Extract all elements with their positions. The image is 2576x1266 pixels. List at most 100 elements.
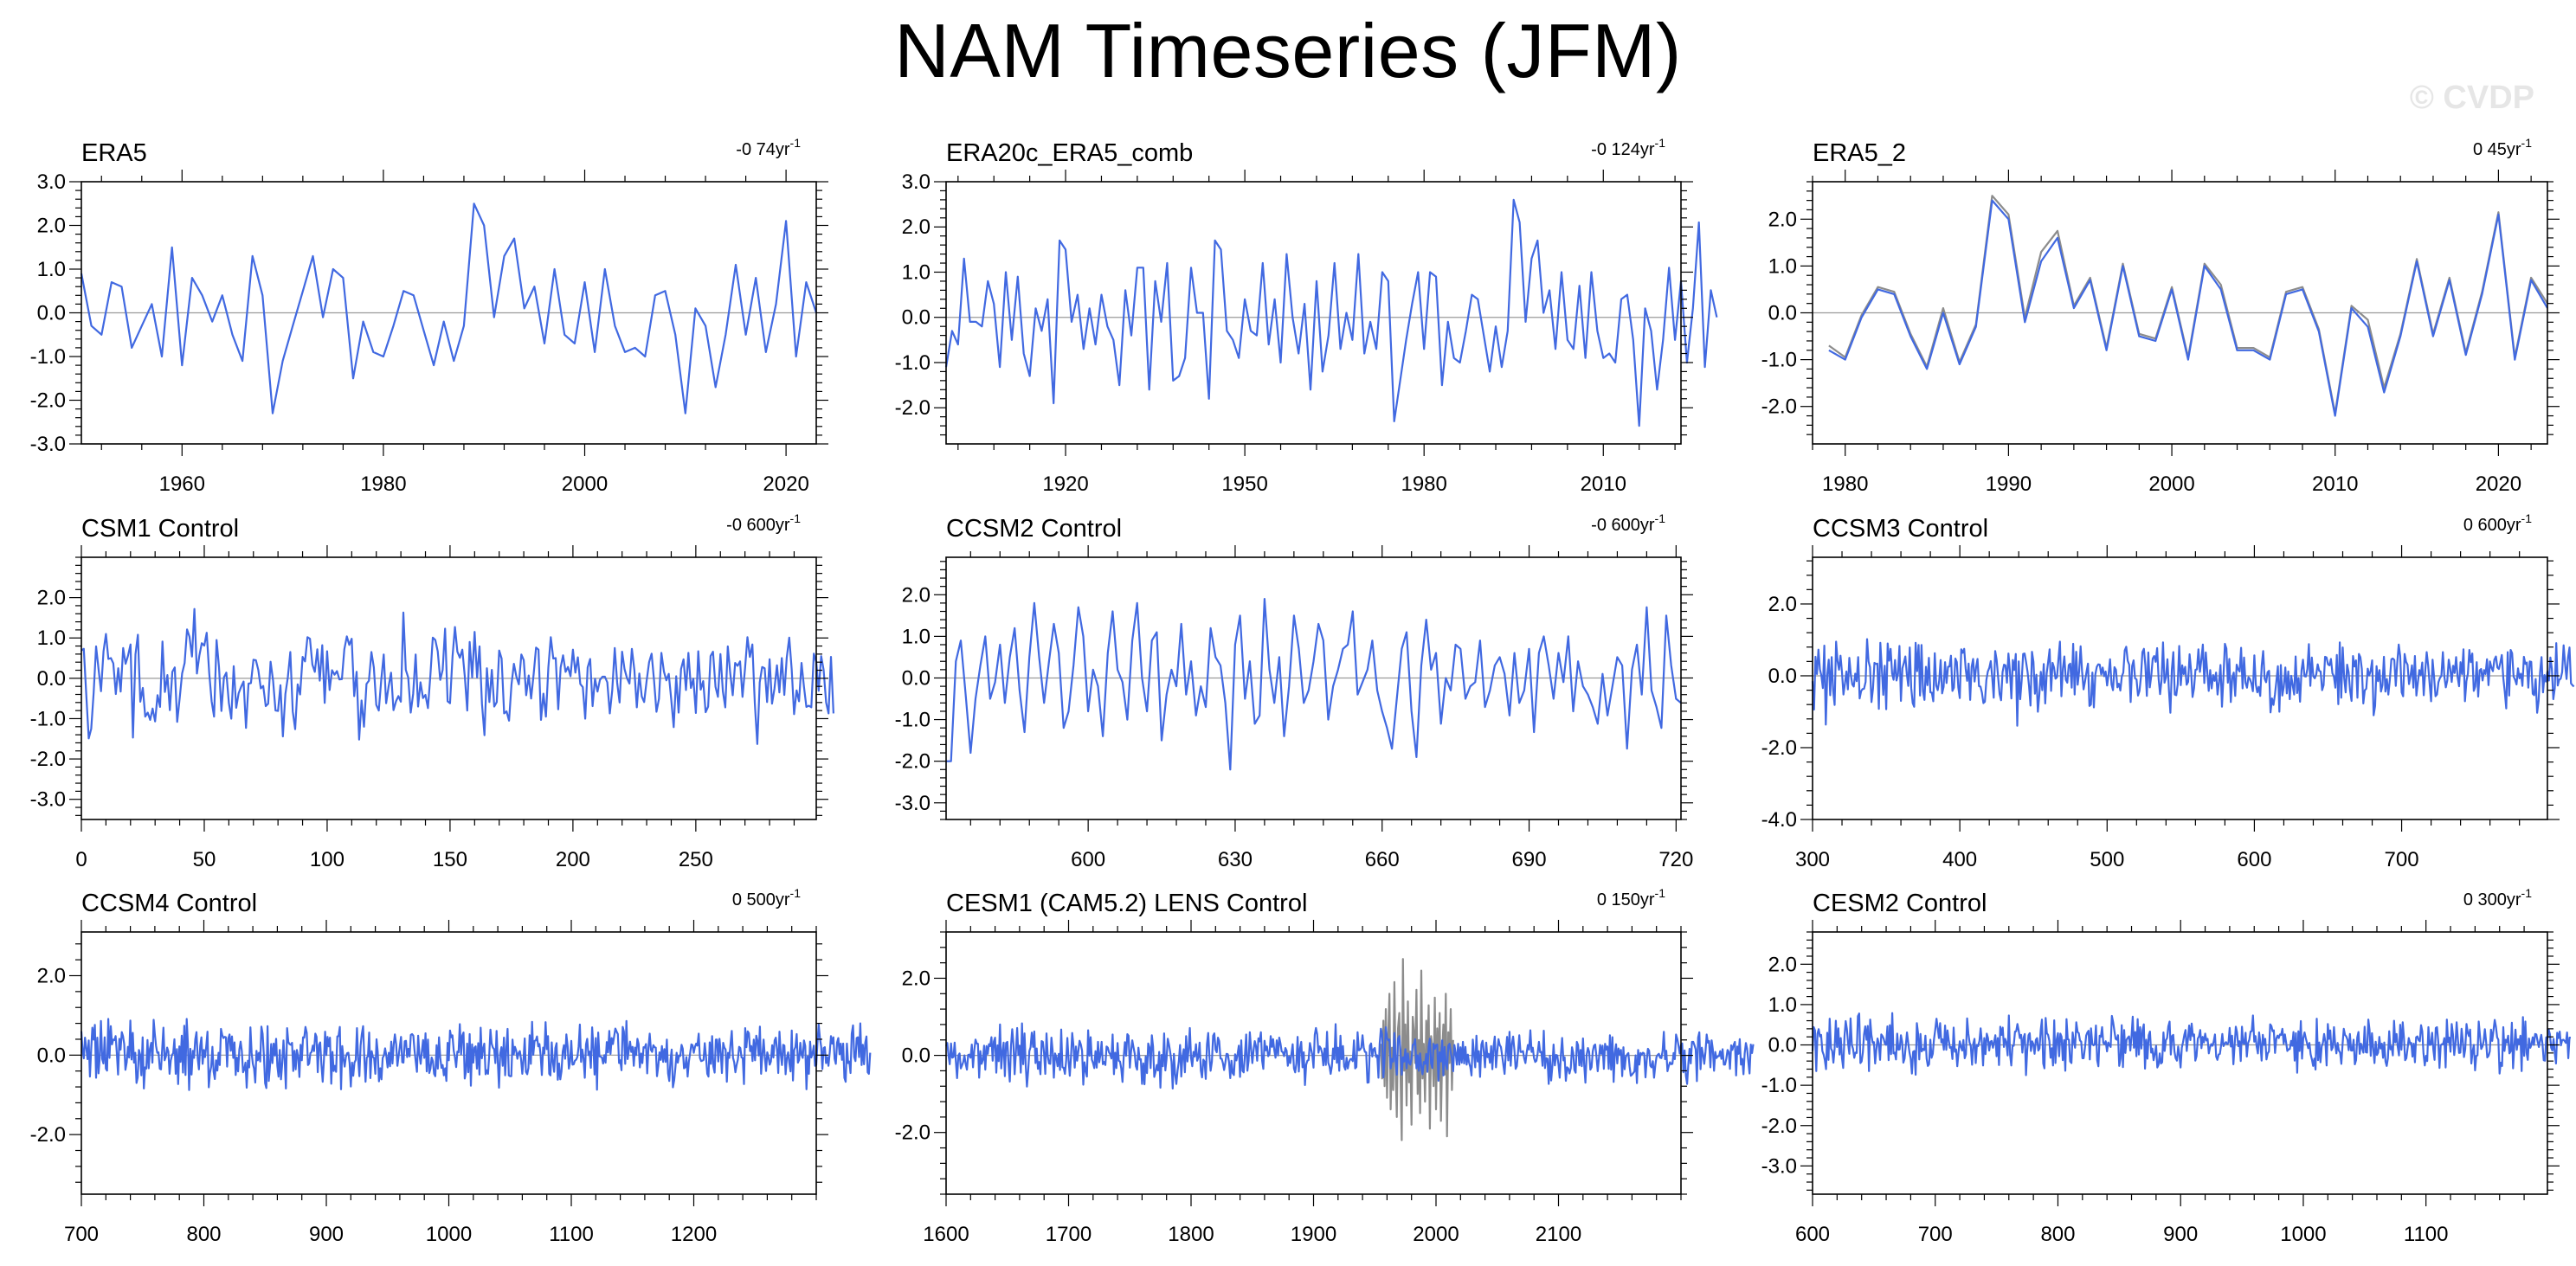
watermark-logo: © CVDP bbox=[2409, 80, 2534, 116]
y-tick-label: -1.0 bbox=[895, 351, 931, 375]
y-tick-label: -2.0 bbox=[30, 748, 66, 771]
x-tick-label: 900 bbox=[2163, 1223, 2198, 1246]
x-tick-label: 630 bbox=[1218, 848, 1253, 871]
x-tick-label: 1100 bbox=[549, 1223, 594, 1246]
x-tick-label: 1600 bbox=[923, 1223, 969, 1246]
panel-title: ERA5 bbox=[81, 139, 147, 167]
series-line bbox=[80, 202, 818, 415]
y-tick-label: 2.0 bbox=[1768, 593, 1797, 616]
series-line bbox=[1811, 638, 2575, 727]
x-tick-label: 1100 bbox=[2404, 1223, 2449, 1246]
trend-label: 0 300yr-1 bbox=[2463, 886, 2532, 909]
panel-title: CSM1 Control bbox=[81, 515, 239, 543]
panel-4: -3.0 -2.0 -1.0 0.0 1.0 2.0 0 50 100 150 200 250 CSM1… bbox=[30, 511, 834, 871]
trend-label: -0 124yr-1 bbox=[1591, 136, 1665, 159]
x-tick-label: 1200 bbox=[671, 1223, 717, 1246]
x-tick-label: 720 bbox=[1658, 848, 1693, 871]
trend-label: 0 500yr-1 bbox=[732, 886, 801, 909]
y-tick-label: 0.0 bbox=[37, 667, 66, 691]
x-tick-label: 1960 bbox=[159, 472, 205, 496]
plot-frame bbox=[945, 556, 1682, 820]
panel-title: CCSM2 Control bbox=[946, 515, 1122, 543]
panel-8: -2.0 0.0 2.0 1600 1700 1800 1900 2000 2100 CESM1 … bbox=[895, 886, 1755, 1246]
y-tick-label: -3.0 bbox=[30, 433, 66, 456]
x-tick-label: 50 bbox=[193, 848, 216, 871]
x-tick-label: 1950 bbox=[1221, 472, 1267, 496]
y-tick-label: -2.0 bbox=[895, 396, 931, 420]
x-tick-label: 1920 bbox=[1042, 472, 1088, 496]
x-tick-label: 1700 bbox=[1046, 1223, 1092, 1246]
y-tick-label: -2.0 bbox=[1761, 395, 1797, 419]
trend-label: 0 150yr-1 bbox=[1597, 886, 1665, 909]
y-tick-label: 2.0 bbox=[902, 215, 931, 239]
plot-frame bbox=[945, 181, 1682, 445]
y-tick-label: -4.0 bbox=[1761, 808, 1797, 832]
panel-9: -3.0 -2.0 -1.0 0.0 1.0 2.0 600 700 800 900 1000 110… bbox=[1761, 886, 2571, 1246]
y-tick-label: 2.0 bbox=[37, 215, 66, 238]
trend-label: -0 600yr-1 bbox=[726, 511, 801, 535]
series-line bbox=[946, 597, 1682, 771]
x-tick-label: 2000 bbox=[2148, 472, 2194, 496]
y-tick-label: -1.0 bbox=[30, 345, 66, 369]
y-tick-label: -1.0 bbox=[1761, 349, 1797, 372]
page-title: NAM Timeseries (JFM) bbox=[894, 8, 1682, 93]
x-tick-label: 700 bbox=[2385, 848, 2419, 871]
y-tick-label: 0.0 bbox=[902, 666, 931, 690]
y-tick-label: -1.0 bbox=[30, 707, 66, 730]
y-tick-label: 0.0 bbox=[1768, 665, 1797, 688]
trend-label: -0 74yr-1 bbox=[736, 136, 801, 159]
series-line bbox=[944, 198, 1718, 427]
x-tick-label: 1980 bbox=[360, 472, 406, 496]
y-tick-label: -1.0 bbox=[1761, 1074, 1797, 1097]
panel-title: CESM2 Control bbox=[1813, 890, 1987, 917]
trend-label: 0 45yr-1 bbox=[2473, 136, 2532, 159]
x-tick-label: 600 bbox=[1071, 848, 1105, 871]
x-tick-label: 600 bbox=[2237, 848, 2271, 871]
y-tick-label: 3.0 bbox=[37, 170, 66, 194]
x-tick-label: 1990 bbox=[1986, 472, 2032, 496]
x-tick-label: 1900 bbox=[1291, 1223, 1336, 1246]
x-tick-label: 100 bbox=[310, 848, 345, 871]
plot-frame bbox=[80, 556, 817, 820]
x-tick-label: 1980 bbox=[1401, 472, 1446, 496]
series-line bbox=[944, 1022, 1755, 1090]
panel-7: -2.0 0.0 2.0 700 800 900 1000 1100 1200 CCSM4 Con… bbox=[30, 886, 872, 1246]
plot-frame bbox=[1812, 556, 2548, 820]
y-tick-label: 2.0 bbox=[37, 587, 66, 610]
x-tick-label: 900 bbox=[309, 1223, 344, 1246]
x-tick-label: 150 bbox=[433, 848, 467, 871]
series-line bbox=[1811, 1012, 2571, 1076]
y-tick-label: -2.0 bbox=[895, 750, 931, 774]
x-tick-label: 2020 bbox=[763, 472, 808, 496]
series-line bbox=[80, 1018, 872, 1091]
y-tick-label: -2.0 bbox=[895, 1121, 931, 1145]
x-tick-label: 2020 bbox=[2476, 472, 2521, 496]
x-tick-label: 600 bbox=[1795, 1223, 1830, 1246]
trend-label: 0 600yr-1 bbox=[2463, 511, 2532, 535]
y-tick-label: -2.0 bbox=[1761, 1115, 1797, 1138]
y-tick-label: 1.0 bbox=[37, 258, 66, 281]
series-line bbox=[1828, 195, 2548, 415]
panel-title: ERA5_2 bbox=[1813, 139, 1906, 167]
x-tick-label: 2010 bbox=[1581, 472, 1626, 496]
y-tick-label: 0.0 bbox=[902, 1044, 931, 1068]
x-tick-label: 2100 bbox=[1536, 1223, 1581, 1246]
x-tick-label: 1800 bbox=[1168, 1223, 1214, 1246]
x-tick-label: 300 bbox=[1795, 848, 1830, 871]
x-tick-label: 700 bbox=[64, 1223, 99, 1246]
y-tick-label: 1.0 bbox=[1768, 254, 1797, 278]
panel-3: -2.0 -1.0 0.0 1.0 2.0 1980 1990 2000 2010 2020 ERA… bbox=[1761, 136, 2560, 496]
y-tick-label: -3.0 bbox=[895, 792, 931, 815]
y-tick-label: -3.0 bbox=[1761, 1154, 1797, 1178]
x-tick-label: 400 bbox=[1942, 848, 1977, 871]
y-tick-label: -2.0 bbox=[30, 389, 66, 413]
y-tick-label: 0.0 bbox=[1768, 302, 1797, 325]
x-tick-label: 1000 bbox=[2280, 1223, 2326, 1246]
y-tick-label: 3.0 bbox=[902, 170, 931, 194]
y-tick-label: -2.0 bbox=[1761, 736, 1797, 760]
y-tick-label: 0.0 bbox=[902, 306, 931, 330]
y-tick-label: 1.0 bbox=[37, 627, 66, 650]
y-tick-label: 0.0 bbox=[1768, 1034, 1797, 1057]
x-tick-label: 800 bbox=[2040, 1223, 2075, 1246]
